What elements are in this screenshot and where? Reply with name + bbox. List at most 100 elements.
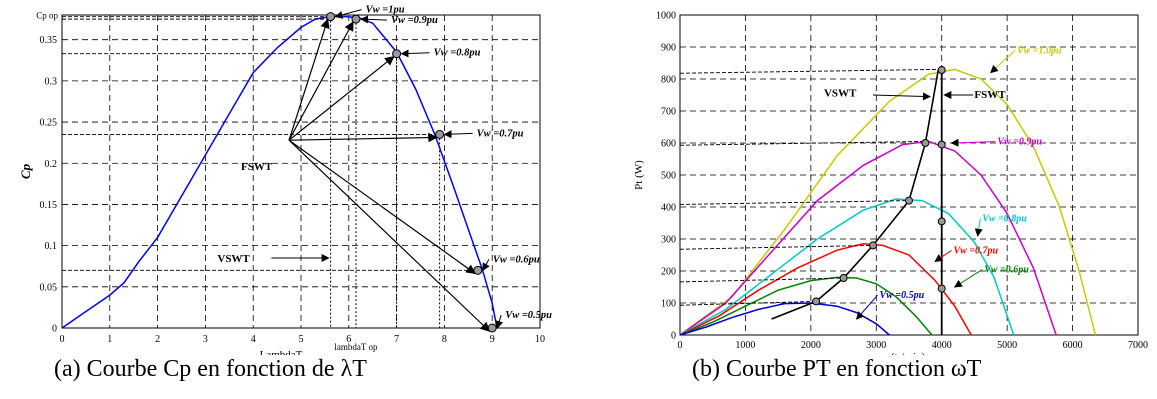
peak-ref-line (679, 200, 910, 205)
vswt-arrow (873, 92, 931, 101)
x-tick-label: 0 (60, 334, 65, 345)
fswt-point (937, 140, 946, 149)
x-tick-label: 9 (490, 334, 495, 345)
op-label: Vw =0.5pu (505, 310, 552, 321)
vswt-point (839, 274, 848, 283)
y-tick-label: 800 (661, 75, 676, 86)
vswt-point (869, 241, 878, 250)
x-tick-label: 8 (442, 334, 447, 345)
y-tick-label: 0 (52, 324, 57, 335)
y-tick-label: 1000 (656, 11, 676, 22)
x-tick-label: 1 (107, 334, 112, 345)
y-tick-label: 100 (661, 299, 676, 310)
x-axis-label: LambdaT (260, 349, 303, 355)
op-label: Vw =0.9pu (391, 15, 438, 26)
fswt-label: FSWT (241, 161, 273, 173)
operating-point (326, 12, 336, 22)
op-label-arrow (482, 259, 490, 272)
fswt-arrow (288, 21, 354, 141)
vswt-point (921, 139, 930, 147)
op-label: Vw =0.6pu (493, 254, 540, 265)
chart-pt-vs-omega: 0 1000 2000 3000 4000 5000 6000 7000 0 100 200 300 4… (633, 11, 1148, 356)
series-label-arrow (934, 249, 952, 262)
x-tick-label: 3000 (866, 340, 886, 351)
vswt-curve (771, 69, 940, 320)
fswt-point (937, 217, 946, 226)
x-tick-label: 5000 (997, 340, 1017, 351)
x-tick-label: 1000 (735, 340, 755, 351)
cp-curve (61, 15, 498, 329)
y-tick-label: 300 (661, 235, 676, 246)
power-curve (679, 302, 890, 336)
y-tick-label: 0 (671, 331, 676, 342)
operating-point (487, 323, 497, 333)
op-label-arrow (495, 314, 504, 329)
series-label: Vw =0.5pu (880, 290, 925, 301)
x-tick-label: 6000 (1063, 340, 1083, 351)
operating-point (392, 49, 402, 59)
peak-ref-line (679, 68, 939, 74)
power-curve (679, 140, 1057, 336)
x-tick-label: 3 (203, 334, 208, 345)
x-tick-label: 6 (346, 334, 351, 345)
power-curve (679, 68, 1097, 336)
vswt-label: VSWT (824, 88, 857, 100)
x-tick-label: 0 (678, 340, 683, 351)
y-tick-label: 0.05 (40, 282, 58, 293)
vswt-point (812, 297, 821, 306)
x-axis-label: w(tr/min) (883, 351, 925, 355)
series-label: Vw =0.6pu (984, 265, 1029, 276)
x-tick-label: 2 (155, 334, 160, 345)
y-tick-label: 0.15 (40, 200, 58, 211)
operating-point (473, 265, 483, 275)
y-axis-label: Cp (18, 163, 33, 179)
x-tick-label: 10 (535, 334, 545, 345)
fswt-label: FSWT (974, 89, 1006, 101)
fswt-arrow (288, 139, 491, 332)
series-label: Vw =0.9pu (997, 137, 1042, 148)
y-tick-label: 400 (661, 203, 676, 214)
op-label-arrow (334, 9, 362, 19)
vswt-label: VSWT (217, 253, 250, 265)
series-label: Vw =1.0pu (1017, 45, 1062, 56)
y-tick-label: 0.25 (40, 118, 58, 129)
x-tick-label: 5 (299, 334, 304, 345)
fswt-point (937, 284, 946, 293)
x-tick-label: 7 (394, 334, 399, 345)
y-tick-label: 0.3 (45, 76, 58, 87)
y-tick-label: 0.1 (45, 241, 58, 252)
op-label-arrow (400, 49, 430, 58)
y-tick-label: 600 (661, 139, 676, 150)
operating-point (351, 14, 361, 24)
op-label: Vw =1pu (366, 5, 405, 16)
y-tick-label: 900 (661, 43, 676, 54)
power-curve (679, 198, 1015, 336)
op-label: Vw =0.7pu (477, 128, 524, 139)
series-label-arrow (953, 269, 983, 288)
chart-cp-vs-lambda: 0 1 2 3 4 5 6 7 8 9 10 0 0.05 0.1 0.15 0.2 0.25 0.3 0.35 La… (18, 5, 552, 355)
x-tick-label: 7000 (1128, 340, 1148, 351)
peak-ref-line (679, 140, 926, 146)
y-tick-label: 0.35 (40, 35, 58, 46)
plot-frame (61, 14, 541, 329)
series-label: Vw =0.7pu (953, 245, 998, 256)
op-label: Vw =0.8pu (434, 48, 481, 59)
x-tick-label: 4000 (932, 340, 952, 351)
cp-op-label: Cp op (36, 11, 58, 21)
fswt-point (937, 66, 946, 75)
fswt-arrow (288, 55, 395, 141)
series-label-arrow (855, 294, 878, 320)
op-label-arrow (359, 15, 387, 24)
peak-ref-line (679, 277, 844, 283)
fswt-arrow (288, 18, 330, 141)
x-tick-label: 2000 (801, 340, 821, 351)
series-label-arrow (990, 50, 1016, 74)
y-tick-label: 500 (661, 171, 676, 182)
peak-ref-line (679, 300, 817, 306)
x-tick-label: 4 (251, 334, 256, 345)
y-tick-label: 0.2 (45, 159, 58, 170)
peak-ref-line (679, 244, 874, 250)
caption-a: (a) Courbe Cp en fonction de λT (54, 356, 367, 382)
plot-frame (679, 14, 1139, 336)
power-curve (679, 276, 933, 336)
